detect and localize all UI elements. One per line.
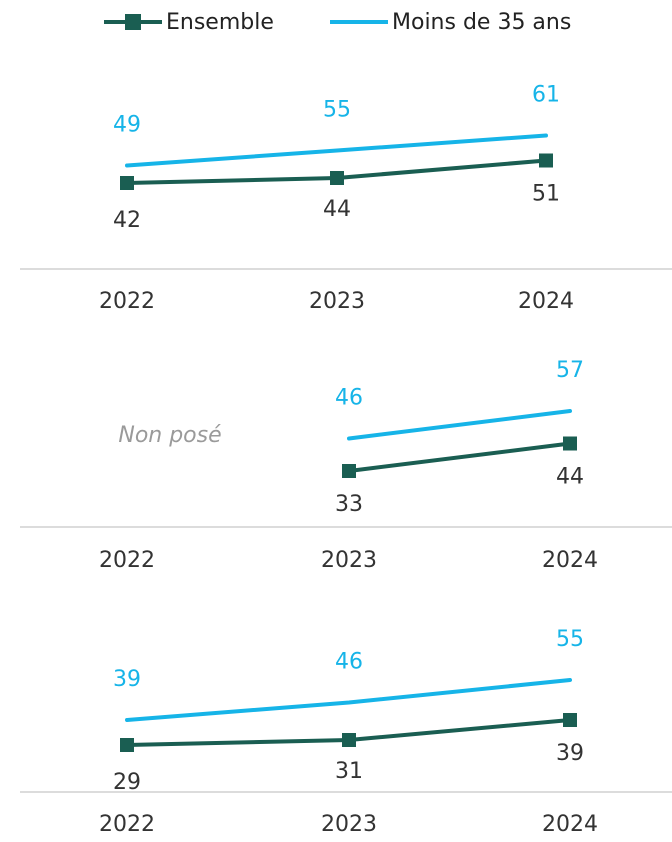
data-label-ensemble: 42 xyxy=(113,208,141,233)
data-label-moins35: 39 xyxy=(113,667,141,692)
data-point-ensemble xyxy=(330,171,344,185)
data-label-ensemble: 29 xyxy=(113,770,141,795)
legend-label-ensemble: Ensemble xyxy=(166,9,274,35)
data-point-ensemble xyxy=(120,738,134,752)
not-asked-note: Non posé xyxy=(118,423,221,448)
legend-item-moins35: Moins de 35 ans xyxy=(330,2,571,42)
data-label-moins35: 55 xyxy=(556,627,584,652)
x-tick-label: 2022 xyxy=(99,289,155,314)
data-label-ensemble: 51 xyxy=(532,182,560,207)
x-tick-label: 2022 xyxy=(99,548,155,573)
legend-label-moins35: Moins de 35 ans xyxy=(392,9,572,35)
series-line-moins35 xyxy=(125,678,572,722)
legend-swatch-moins35 xyxy=(330,20,388,24)
data-label-ensemble: 44 xyxy=(556,465,584,490)
legend: Ensemble Moins de 35 ans xyxy=(0,2,672,42)
legend-swatch-ensemble xyxy=(104,14,162,30)
x-tick-label: 2023 xyxy=(309,289,365,314)
series-line-moins35 xyxy=(347,409,572,441)
data-label-moins35: 55 xyxy=(323,98,351,123)
x-tick-label: 2024 xyxy=(542,812,598,837)
data-point-ensemble xyxy=(563,713,577,727)
x-tick-label: 2022 xyxy=(99,812,155,837)
legend-marker-square xyxy=(125,14,141,30)
x-tick-label: 2023 xyxy=(321,812,377,837)
data-label-ensemble: 33 xyxy=(335,492,363,517)
x-tick-label: 2024 xyxy=(542,548,598,573)
data-label-moins35: 46 xyxy=(335,650,363,675)
series-line-ensemble xyxy=(347,441,572,473)
data-point-ensemble xyxy=(563,436,577,451)
series-line-moins35 xyxy=(125,133,548,168)
data-label-moins35: 57 xyxy=(556,358,584,383)
x-tick-label: 2024 xyxy=(518,289,574,314)
data-label-ensemble: 44 xyxy=(323,197,351,222)
data-point-ensemble xyxy=(342,464,356,478)
data-label-ensemble: 31 xyxy=(335,759,363,784)
data-point-ensemble xyxy=(539,153,553,168)
data-label-moins35: 49 xyxy=(113,113,141,138)
x-tick-label: 2023 xyxy=(321,548,377,573)
data-label-moins35: 61 xyxy=(532,83,560,108)
legend-item-ensemble: Ensemble xyxy=(104,2,274,42)
data-point-ensemble xyxy=(342,733,356,747)
data-label-moins35: 46 xyxy=(335,386,363,411)
data-point-ensemble xyxy=(120,176,134,190)
data-label-ensemble: 39 xyxy=(556,741,584,766)
